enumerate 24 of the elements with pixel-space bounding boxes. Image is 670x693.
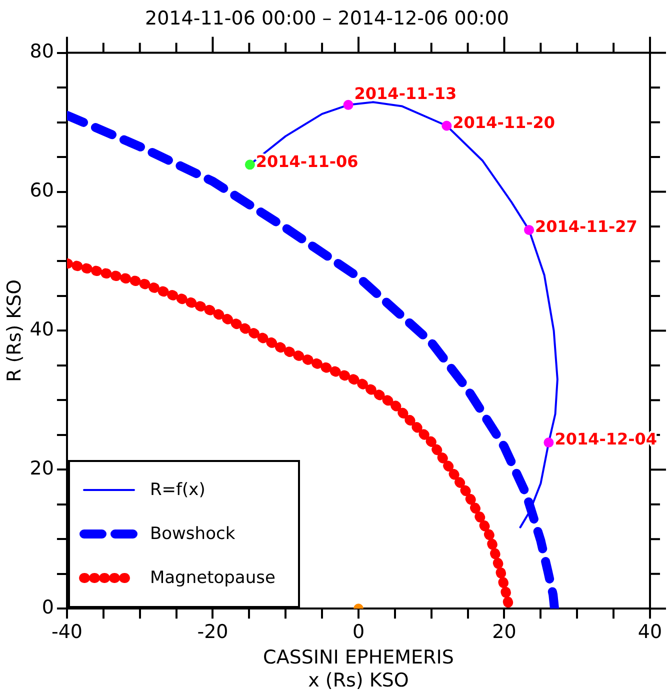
legend-label: Magnetopause	[150, 568, 276, 588]
y-tick-label: 40	[30, 318, 54, 341]
x-tick-label: -20	[197, 620, 228, 643]
y-axis-title: R (Rs) KSO	[3, 279, 26, 382]
x-tick-label: 20	[492, 620, 516, 643]
x-tick-label: 0	[352, 620, 365, 643]
legend-label: R=f(x)	[150, 480, 206, 500]
point	[343, 100, 354, 110]
point	[524, 224, 534, 235]
x-tick-label: -40	[51, 620, 82, 643]
x-axis-title: CASSINI EPHEMERIS x (Rs) KSO	[263, 646, 454, 692]
legend-label: Bowshock	[150, 524, 236, 544]
point	[244, 160, 255, 170]
y-tick-label: 80	[30, 40, 54, 63]
point	[442, 120, 452, 131]
annotation: 2014-11-06	[256, 152, 358, 171]
x-tick-label: 40	[638, 620, 662, 643]
annotation: 2014-11-27	[535, 217, 638, 236]
y-tick-label: 60	[30, 180, 54, 202]
annotation: 2014-11-13	[354, 84, 457, 104]
chart-title: 2014-11-06 00:00 – 2014-12-06 00:00	[144, 7, 510, 30]
annotation: 2014-11-20	[452, 112, 556, 132]
y-tick-label: 0	[42, 596, 54, 619]
y-tick-label: 20	[30, 458, 54, 480]
